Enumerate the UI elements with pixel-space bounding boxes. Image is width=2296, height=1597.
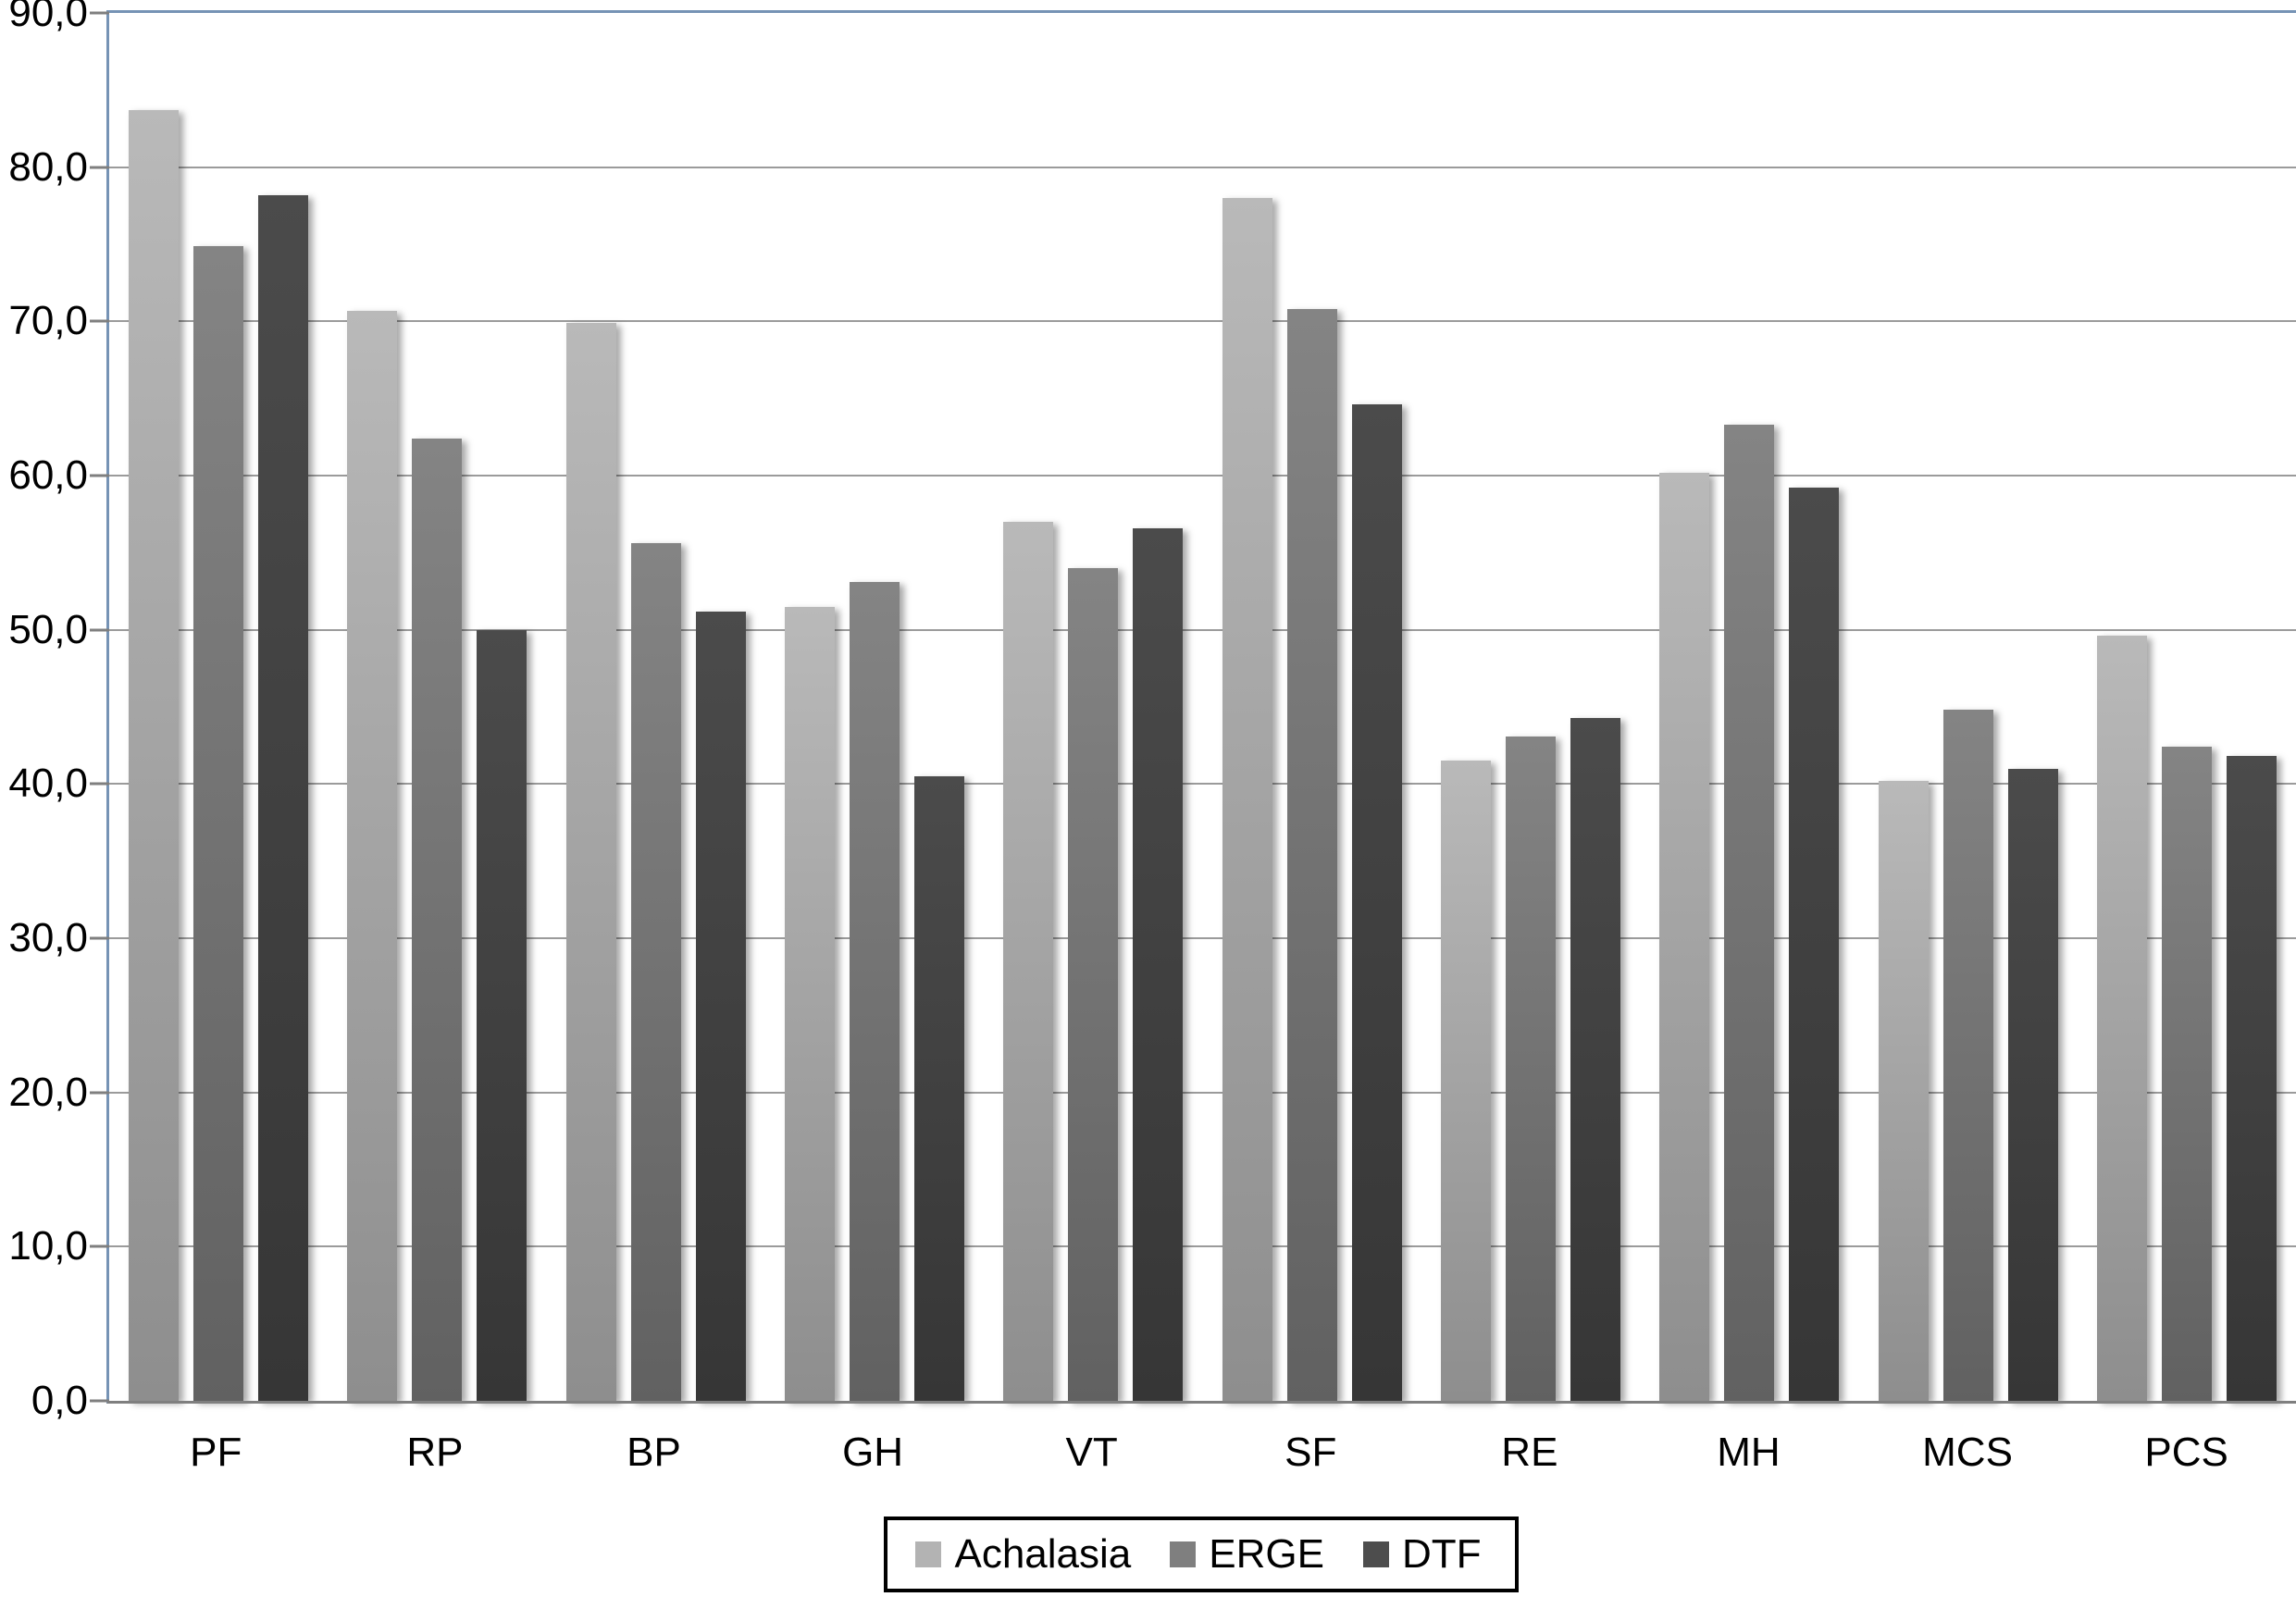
bar-RP-Achalasia <box>347 310 398 1401</box>
y-axis-tick <box>90 782 109 786</box>
y-axis-tick-label: 10,0 <box>8 1223 88 1269</box>
x-axis-category-label: MCS <box>1922 1430 2013 1475</box>
legend-label: Achalasia <box>954 1531 1132 1577</box>
y-axis-tick <box>90 936 109 940</box>
legend-label: ERGE <box>1209 1531 1324 1577</box>
x-axis-category-label: BP <box>627 1430 681 1475</box>
y-axis-tick <box>90 1399 109 1403</box>
bar-GH-ERGE <box>850 582 900 1401</box>
bar-BP-DTF <box>695 611 746 1401</box>
gridlines <box>109 13 2296 1401</box>
legend-row: Achalasia ERGE DTF <box>106 1517 2296 1592</box>
bar-MH-Achalasia <box>1659 472 1710 1401</box>
bar-PCS-Achalasia <box>2096 636 2147 1401</box>
y-axis-tick-label: 70,0 <box>8 298 88 344</box>
x-axis-category-label: RP <box>406 1430 464 1475</box>
bar-PF-ERGE <box>193 245 244 1401</box>
y-axis-tick <box>90 628 109 632</box>
gridline <box>109 1245 2296 1248</box>
bar-group-MCS <box>1858 13 2077 1401</box>
bar-RP-DTF <box>477 629 527 1401</box>
legend-label: DTF <box>1401 1531 1482 1577</box>
y-axis-tick <box>90 166 109 169</box>
bar-group-VT <box>984 13 1202 1401</box>
x-axis-category-label: SF <box>1285 1430 1337 1475</box>
x-axis-category-label: VT <box>1065 1430 1118 1475</box>
bar-group-GH <box>765 13 984 1401</box>
bar-RE-DTF <box>1570 717 1620 1401</box>
x-axis-category-label: RE <box>1501 1430 1558 1475</box>
y-axis-ticks <box>90 11 109 1403</box>
y-axis-tick <box>90 1091 109 1095</box>
bar-RE-ERGE <box>1505 736 1556 1401</box>
bar-MH-DTF <box>1789 488 1840 1401</box>
bar-group-PCS <box>2078 13 2296 1401</box>
bar-group-PF <box>109 13 328 1401</box>
gridline <box>109 937 2296 939</box>
x-axis-category-labels: PF RP BP GH VT SF RE MH MCS PCS <box>106 1430 2296 1475</box>
y-axis-tick-label: 80,0 <box>8 143 88 190</box>
bar-MCS-DTF <box>2007 768 2058 1401</box>
gridline <box>109 475 2296 477</box>
gridline <box>109 320 2296 323</box>
x-axis-category-label: GH <box>842 1430 904 1475</box>
bar-RE-Achalasia <box>1440 761 1491 1401</box>
bar-VT-DTF <box>1133 527 1184 1401</box>
gridline <box>109 1091 2296 1094</box>
y-axis-tick-label: 60,0 <box>8 452 88 498</box>
bar-group-BP <box>547 13 765 1401</box>
y-axis-tick-label: 30,0 <box>8 915 88 960</box>
y-axis-tick-label: 40,0 <box>8 761 88 807</box>
legend-swatch-icon <box>1362 1541 1389 1567</box>
x-axis-category-label: PCS <box>2144 1430 2228 1475</box>
bar-group-MH <box>1640 13 1858 1401</box>
bars-layer <box>109 13 2296 1401</box>
legend-item-Achalasia: Achalasia <box>915 1531 1131 1578</box>
bar-BP-Achalasia <box>565 323 616 1401</box>
legend-swatch-icon <box>1170 1541 1197 1567</box>
bar-PCS-ERGE <box>2161 747 2212 1401</box>
gridline <box>109 783 2296 786</box>
bar-RP-ERGE <box>412 439 463 1401</box>
y-axis-tick <box>90 319 109 323</box>
bar-SF-DTF <box>1351 404 1402 1401</box>
y-axis-tick-label: 0,0 <box>31 1378 88 1423</box>
x-axis-category-label: PF <box>190 1430 242 1475</box>
bar-VT-Achalasia <box>1003 522 1054 1401</box>
bar-MCS-ERGE <box>1942 710 1993 1401</box>
legend-item-DTF: DTF <box>1362 1531 1482 1578</box>
bar-VT-ERGE <box>1068 568 1119 1401</box>
bar-group-RE <box>1421 13 1640 1401</box>
y-axis-tick-label: 50,0 <box>8 606 88 652</box>
bar-MH-ERGE <box>1724 425 1775 1401</box>
y-axis-tick-labels: 0,0 10,0 20,0 30,0 40,0 50,0 60,0 70,0 80,0 90,0 <box>0 0 88 1421</box>
legend-item-ERGE: ERGE <box>1170 1531 1324 1578</box>
bar-PCS-DTF <box>2226 756 2277 1401</box>
y-axis-tick <box>90 474 109 477</box>
bar-group-RP <box>328 13 546 1401</box>
y-axis-tick-label: 20,0 <box>8 1069 88 1115</box>
bar-SF-ERGE <box>1286 309 1337 1401</box>
bar-GH-DTF <box>914 776 965 1401</box>
bar-PF-DTF <box>258 194 309 1401</box>
x-axis-category-label: MH <box>1717 1430 1781 1475</box>
gridline <box>109 628 2296 631</box>
bar-PF-Achalasia <box>129 110 180 1401</box>
bar-MCS-Achalasia <box>1878 781 1929 1401</box>
y-axis-tick-label: 90,0 <box>8 0 88 35</box>
plot-area <box>106 10 2296 1404</box>
bar-group-SF <box>1202 13 1421 1401</box>
y-axis-tick <box>90 11 109 15</box>
legend-swatch-icon <box>915 1541 942 1567</box>
y-axis-tick <box>90 1244 109 1248</box>
bar-BP-ERGE <box>630 543 681 1401</box>
gridline <box>109 166 2296 168</box>
bar-SF-Achalasia <box>1222 198 1272 1401</box>
bar-GH-Achalasia <box>785 606 836 1401</box>
legend: Achalasia ERGE DTF <box>884 1517 1519 1592</box>
